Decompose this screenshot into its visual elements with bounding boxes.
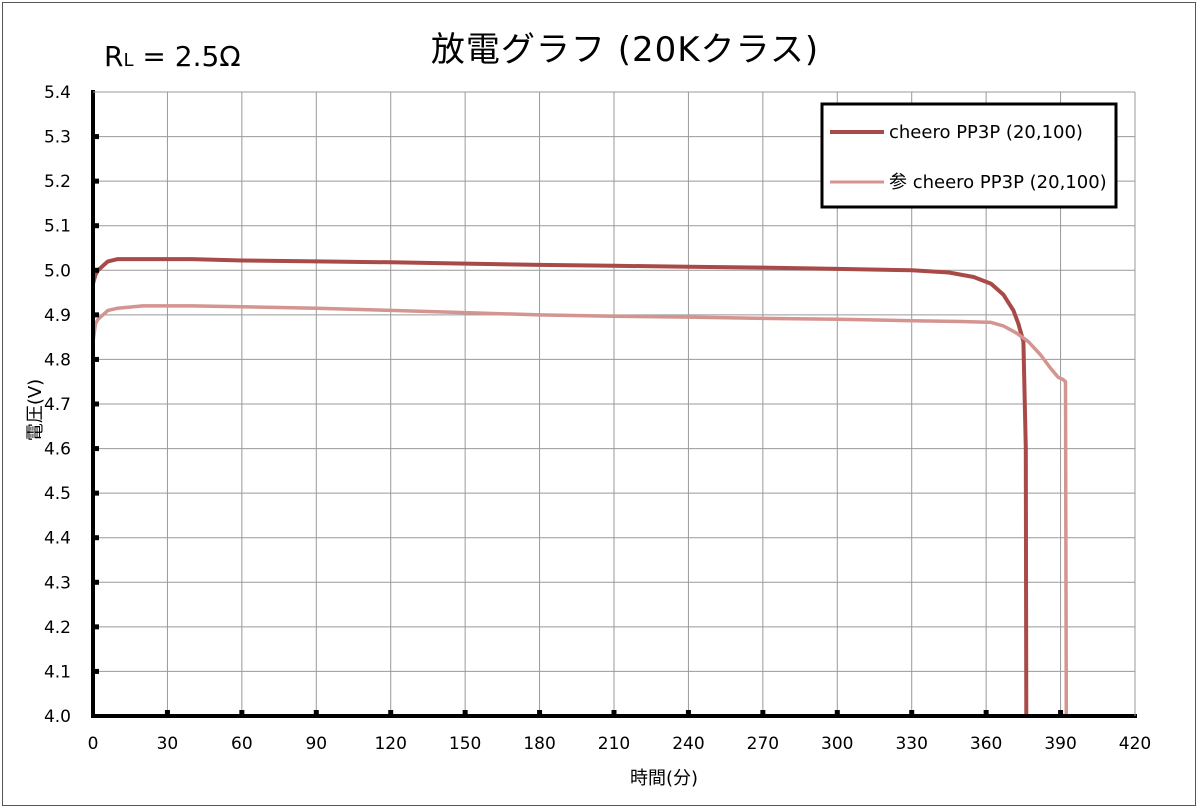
y-tick-label: 4.9 (44, 306, 71, 326)
y-tick-mark (93, 178, 99, 184)
legend-label-1: cheero PP3P (20,100) (889, 122, 1083, 143)
x-tick-label: 30 (157, 734, 179, 754)
y-tick-label: 4.8 (44, 350, 71, 370)
x-tick-label: 0 (88, 734, 99, 754)
x-tick-label: 300 (821, 734, 853, 754)
load-resistance-note: RL = 2.5Ω (104, 40, 241, 73)
chart-title: 放電グラフ (20Kクラス) (430, 30, 820, 70)
x-tick-label: 330 (895, 734, 927, 754)
x-tick-mark (313, 710, 319, 716)
x-tick-mark (685, 710, 691, 716)
x-tick-mark (909, 710, 915, 716)
x-tick-mark (537, 710, 543, 716)
y-tick-mark (93, 535, 99, 541)
y-tick-label: 4.7 (44, 395, 71, 415)
legend-box (820, 102, 1118, 209)
y-tick-mark (93, 267, 99, 273)
y-tick-mark (93, 401, 99, 407)
x-tick-label: 390 (1044, 734, 1076, 754)
y-tick-mark (93, 356, 99, 362)
y-tick-mark (93, 668, 99, 674)
x-tick-mark (611, 710, 617, 716)
y-axis-title: 電圧(V) (25, 379, 46, 441)
y-tick-label: 4.4 (44, 529, 71, 549)
x-tick-mark (388, 710, 394, 716)
x-tick-label: 240 (672, 734, 704, 754)
legend-label-2: 参 cheero PP3P (20,100) (889, 172, 1107, 193)
x-tick-mark (983, 710, 989, 716)
series-line-1 (91, 257, 1029, 717)
y-tick-mark (93, 624, 99, 630)
y-tick-mark (93, 446, 99, 452)
x-tick-label: 120 (374, 734, 406, 754)
x-tick-label: 60 (231, 734, 253, 754)
note-rest: = 2.5Ω (133, 40, 241, 73)
y-tick-label: 4.0 (44, 707, 71, 727)
y-tick-label: 5.3 (44, 128, 71, 148)
y-tick-label: 5.0 (44, 261, 71, 281)
x-tick-mark (1058, 710, 1064, 716)
y-tick-label: 4.5 (44, 484, 71, 504)
y-tick-label: 4.3 (44, 573, 71, 593)
x-tick-mark (834, 710, 840, 716)
y-tick-mark (93, 134, 99, 140)
y-tick-mark (93, 490, 99, 496)
series-layer (91, 257, 1069, 717)
series-line-2 (91, 304, 1069, 717)
x-axis-title: 時間(分) (630, 768, 698, 789)
x-tick-mark (760, 710, 766, 716)
y-tick-mark (93, 312, 99, 318)
x-tick-label: 90 (305, 734, 327, 754)
x-tick-label: 180 (523, 734, 555, 754)
x-tick-mark (164, 710, 170, 716)
x-tick-mark (239, 710, 245, 716)
ticks: 0 30 60 90 120 150 180 210 240 270 300 330 360 390 420… (44, 83, 1151, 754)
y-tick-mark (93, 579, 99, 585)
y-tick-label: 5.2 (44, 172, 71, 192)
x-tick-label: 150 (449, 734, 481, 754)
y-tick-label: 5.1 (44, 217, 71, 237)
legend: cheero PP3P (20,100) 参 cheero PP3P (20,10… (820, 102, 1118, 209)
y-tick-label: 4.6 (44, 440, 71, 460)
x-tick-label: 210 (598, 734, 630, 754)
x-tick-mark (462, 710, 468, 716)
note-main: R (104, 40, 124, 73)
note-subscript: L (123, 50, 134, 71)
y-tick-label: 4.2 (44, 618, 71, 638)
y-tick-label: 5.4 (44, 83, 71, 103)
y-tick-label: 4.1 (44, 662, 71, 682)
y-tick-mark (93, 223, 99, 229)
x-tick-label: 270 (747, 734, 779, 754)
x-tick-label: 420 (1119, 734, 1151, 754)
x-tick-label: 360 (970, 734, 1002, 754)
